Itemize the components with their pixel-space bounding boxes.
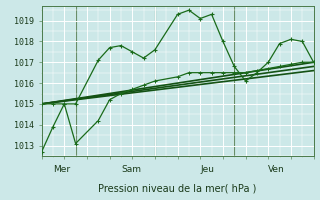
Text: Ven: Ven (268, 165, 285, 174)
Text: Jeu: Jeu (200, 165, 214, 174)
X-axis label: Pression niveau de la mer( hPa ): Pression niveau de la mer( hPa ) (99, 183, 257, 193)
Text: Sam: Sam (121, 165, 141, 174)
Text: Mer: Mer (53, 165, 70, 174)
